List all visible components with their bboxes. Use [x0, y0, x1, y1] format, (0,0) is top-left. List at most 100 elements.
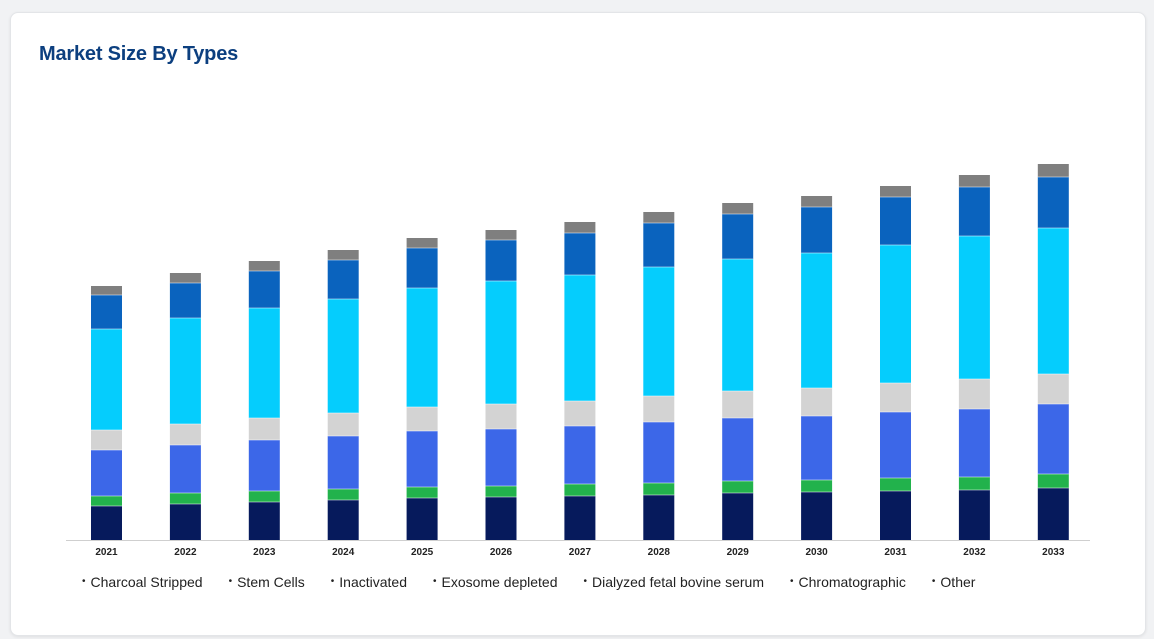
bar-segment-2025-inactivated: [406, 431, 438, 487]
legend-label: Stem Cells: [237, 574, 305, 590]
x-tick-label: 2033: [1042, 547, 1065, 558]
bar-segment-2028-exosome-depleted: [643, 396, 675, 422]
bar-segment-2029-stem-cells: [722, 481, 754, 493]
bar-segment-2032-inactivated: [958, 409, 990, 477]
bar-segment-2028-dialyzed-fetal-bovine-serum: [643, 267, 675, 396]
bar-segment-2033-other: [1037, 164, 1069, 177]
bar-segment-2024-dialyzed-fetal-bovine-serum: [327, 299, 359, 413]
bar-segment-2033-dialyzed-fetal-bovine-serum: [1037, 228, 1069, 374]
bar-segment-2032-stem-cells: [958, 477, 990, 490]
bar-segment-2028-chromatographic: [643, 223, 675, 267]
x-tick-label: 2031: [884, 547, 907, 558]
bar-segment-2027-charcoal-stripped: [564, 496, 596, 540]
bar-segment-2028-other: [643, 212, 675, 223]
bar-segment-2029-inactivated: [722, 418, 754, 481]
bar-segment-2024-chromatographic: [327, 260, 359, 299]
legend-label: Chromatographic: [798, 574, 906, 590]
bar-segment-2030-dialyzed-fetal-bovine-serum: [801, 253, 833, 388]
bar-segment-2033-chromatographic: [1037, 177, 1069, 228]
bar-segment-2027-stem-cells: [564, 484, 596, 496]
bar-segment-2032-other: [958, 175, 990, 187]
bar-segment-2025-dialyzed-fetal-bovine-serum: [406, 288, 438, 407]
bar-segment-2032-charcoal-stripped: [958, 490, 990, 540]
bar-segment-2033-inactivated: [1037, 404, 1069, 474]
x-tick-label: 2029: [727, 547, 750, 558]
bar-segment-2021-charcoal-stripped: [91, 506, 122, 540]
bar-segment-2031-exosome-depleted: [880, 383, 911, 412]
bar-segment-2023-inactivated: [248, 440, 280, 491]
bar-segment-2029-charcoal-stripped: [722, 493, 754, 540]
legend-item-stem-cells: • Stem Cells: [229, 574, 305, 590]
x-tick-label: 2028: [648, 547, 671, 558]
bar-segment-2033-charcoal-stripped: [1037, 488, 1069, 540]
bar-segment-2023-dialyzed-fetal-bovine-serum: [248, 308, 280, 418]
x-tick-label: 2025: [411, 547, 434, 558]
legend-label: Exosome depleted: [441, 574, 558, 590]
bar-segment-2025-stem-cells: [406, 487, 438, 498]
bar-segment-2023-chromatographic: [248, 271, 280, 308]
x-tick-label: 2026: [490, 547, 513, 558]
legend-item-charcoal-stripped: • Charcoal Stripped: [82, 574, 203, 590]
bar-segment-2027-other: [564, 222, 596, 233]
bar-segment-2027-dialyzed-fetal-bovine-serum: [564, 275, 596, 401]
bar-segment-2030-exosome-depleted: [801, 388, 833, 416]
bar-segment-2031-charcoal-stripped: [880, 491, 911, 540]
legend-item-dialyzed-fetal-bovine-serum: • Dialyzed fetal bovine serum: [584, 574, 765, 590]
bar-segment-2022-exosome-depleted: [169, 424, 201, 445]
bar-segment-2024-inactivated: [327, 436, 359, 489]
bar-segment-2021-chromatographic: [91, 295, 122, 329]
bar-segment-2033-exosome-depleted: [1037, 374, 1069, 404]
legend-item-exosome-depleted: • Exosome depleted: [433, 574, 557, 590]
bar-segment-2028-charcoal-stripped: [643, 495, 675, 540]
bar-segment-2024-exosome-depleted: [327, 413, 359, 436]
bar-segment-2031-other: [880, 186, 911, 197]
x-tick-label: 2023: [253, 547, 276, 558]
bar-segment-2026-chromatographic: [485, 240, 517, 281]
bar-segment-2028-stem-cells: [643, 483, 675, 495]
bar-segment-2022-other: [169, 273, 201, 283]
bar-segment-2023-stem-cells: [248, 491, 280, 502]
bar-segment-2025-charcoal-stripped: [406, 498, 438, 540]
x-tick-label: 2027: [569, 547, 592, 558]
x-tick-label: 2021: [95, 547, 118, 558]
bar-segment-2024-stem-cells: [327, 489, 359, 500]
legend-label: Other: [940, 574, 976, 590]
bar-segment-2022-charcoal-stripped: [169, 504, 201, 540]
legend-bullet-icon: •: [228, 576, 233, 587]
bar-segment-2030-other: [801, 196, 833, 207]
bar-segment-2022-chromatographic: [169, 283, 201, 318]
bar-segment-2029-chromatographic: [722, 214, 754, 259]
bar-segment-2026-exosome-depleted: [485, 404, 517, 429]
chart-legend: • Charcoal Stripped • Stem Cells • Inactivate…: [82, 574, 1001, 590]
bar-segment-2023-charcoal-stripped: [248, 502, 280, 540]
bar-segment-2029-other: [722, 203, 754, 214]
bar-segment-2026-dialyzed-fetal-bovine-serum: [485, 281, 517, 404]
legend-bullet-icon: •: [583, 576, 588, 587]
bar-segment-2021-dialyzed-fetal-bovine-serum: [91, 329, 122, 430]
bar-segment-2026-other: [485, 230, 517, 240]
bar-segment-2027-chromatographic: [564, 233, 596, 275]
legend-item-chromatographic: • Chromatographic: [790, 574, 906, 590]
bar-segment-2032-chromatographic: [958, 187, 990, 236]
bar-segment-2031-dialyzed-fetal-bovine-serum: [880, 245, 911, 383]
bar-segment-2022-dialyzed-fetal-bovine-serum: [169, 318, 201, 424]
bar-segment-2025-exosome-depleted: [406, 407, 438, 431]
legend-bullet-icon: •: [433, 576, 437, 587]
legend-label: Charcoal Stripped: [90, 574, 203, 590]
bar-segment-2030-stem-cells: [801, 480, 833, 492]
bar-segment-2022-inactivated: [169, 445, 201, 493]
bar-segment-2031-stem-cells: [880, 478, 911, 491]
bar-segment-2027-exosome-depleted: [564, 401, 596, 426]
bar-segment-2031-inactivated: [880, 412, 911, 478]
chart-title: Market Size By Types: [39, 43, 239, 65]
x-tick-label: 2030: [805, 547, 828, 558]
bar-segment-2025-chromatographic: [406, 248, 438, 288]
legend-bullet-icon: •: [790, 576, 794, 587]
x-tick-label: 2024: [332, 547, 355, 558]
bar-segment-2026-charcoal-stripped: [485, 497, 517, 540]
bar-segment-2027-inactivated: [564, 426, 596, 484]
bar-segment-2030-charcoal-stripped: [801, 492, 833, 540]
legend-bullet-icon: •: [931, 576, 936, 587]
bar-segment-2021-inactivated: [91, 450, 122, 496]
